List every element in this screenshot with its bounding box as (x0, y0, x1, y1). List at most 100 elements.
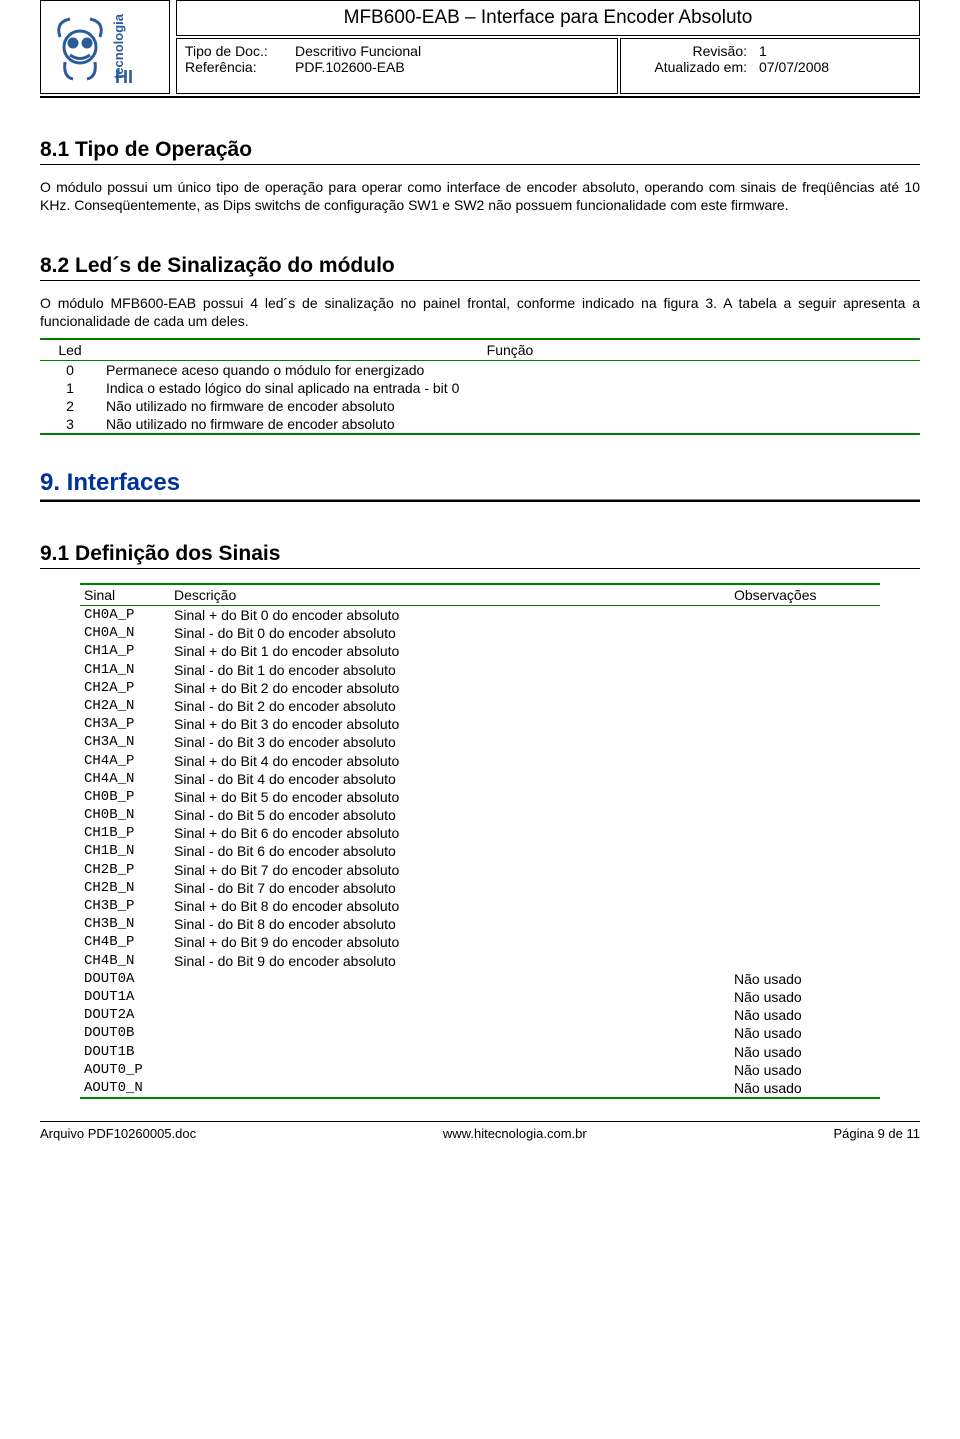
cell-sinal: CH4A_N (80, 770, 170, 788)
cell-descricao: Sinal - do Bit 6 do encoder absoluto (170, 842, 730, 860)
cell-descricao: Sinal + do Bit 2 do encoder absoluto (170, 679, 730, 697)
meta-left-box: Tipo de Doc.: Descritivo Funcional Refer… (176, 38, 618, 94)
cell-descricao: Sinal + do Bit 7 do encoder absoluto (170, 861, 730, 879)
cell-observacoes (730, 915, 880, 933)
cell-sinal: CH2A_N (80, 697, 170, 715)
cell-sinal: CH4A_P (80, 752, 170, 770)
cell-led: 2 (40, 397, 100, 415)
table-row: CH3A_PSinal + do Bit 3 do encoder absolu… (80, 715, 880, 733)
cell-descricao: Sinal + do Bit 8 do encoder absoluto (170, 897, 730, 915)
cell-sinal: CH4B_N (80, 952, 170, 970)
updated-label: Atualizado em: (629, 59, 759, 75)
cell-sinal: DOUT1B (80, 1043, 170, 1061)
document-title: MFB600-EAB – Interface para Encoder Abso… (176, 0, 920, 36)
cell-descricao: Sinal - do Bit 4 do encoder absoluto (170, 770, 730, 788)
table-row: AOUT0_PNão usado (80, 1061, 880, 1079)
footer-left: Arquivo PDF10260005.doc (40, 1126, 196, 1141)
table-row: CH2B_NSinal - do Bit 7 do encoder absolu… (80, 879, 880, 897)
col-observacoes: Observações (730, 584, 880, 606)
table-row: CH2B_PSinal + do Bit 7 do encoder absolu… (80, 861, 880, 879)
cell-observacoes (730, 897, 880, 915)
logo-box: tecnologia HI (40, 0, 170, 94)
col-sinal: Sinal (80, 584, 170, 606)
cell-descricao: Sinal - do Bit 1 do encoder absoluto (170, 661, 730, 679)
para-8-1: O módulo possui um único tipo de operaçã… (40, 179, 920, 214)
cell-descricao (170, 988, 730, 1006)
cell-funcao: Indica o estado lógico do sinal aplicado… (100, 379, 920, 397)
page-footer: Arquivo PDF10260005.doc www.hitecnologia… (40, 1121, 920, 1141)
led-table: Led Função 0Permanece aceso quando o mód… (40, 338, 920, 435)
cell-observacoes (730, 788, 880, 806)
table-row: CH4B_PSinal + do Bit 9 do encoder absolu… (80, 933, 880, 951)
cell-observacoes (730, 879, 880, 897)
para-8-2: O módulo MFB600-EAB possui 4 led´s de si… (40, 295, 920, 330)
cell-descricao (170, 1043, 730, 1061)
table-row: CH3A_NSinal - do Bit 3 do encoder absolu… (80, 733, 880, 751)
col-led: Led (40, 339, 100, 361)
table-row: CH4A_NSinal - do Bit 4 do encoder absolu… (80, 770, 880, 788)
cell-sinal: CH1A_N (80, 661, 170, 679)
table-row: CH0A_NSinal - do Bit 0 do encoder absolu… (80, 624, 880, 642)
cell-observacoes (730, 861, 880, 879)
cell-observacoes (730, 933, 880, 951)
cell-descricao (170, 1079, 730, 1098)
cell-sinal: CH2B_P (80, 861, 170, 879)
cell-sinal: DOUT0B (80, 1024, 170, 1042)
heading-rule (40, 568, 920, 569)
ref-label: Referência: (185, 59, 295, 75)
cell-funcao: Não utilizado no firmware de encoder abs… (100, 397, 920, 415)
table-row: CH2A_PSinal + do Bit 2 do encoder absolu… (80, 679, 880, 697)
cell-sinal: DOUT2A (80, 1006, 170, 1024)
table-row: CH3B_NSinal - do Bit 8 do encoder absolu… (80, 915, 880, 933)
cell-observacoes: Não usado (730, 1024, 880, 1042)
heading-rule (40, 164, 920, 165)
cell-observacoes (730, 770, 880, 788)
cell-sinal: CH3B_P (80, 897, 170, 915)
cell-observacoes (730, 733, 880, 751)
document-header: tecnologia HI MFB600-EAB – Interface par… (40, 0, 920, 98)
cell-funcao: Não utilizado no firmware de encoder abs… (100, 415, 920, 434)
heading-8-1: 8.1 Tipo de Operação (40, 138, 920, 162)
cell-sinal: CH3A_P (80, 715, 170, 733)
updated-value: 07/07/2008 (759, 59, 829, 75)
cell-sinal: AOUT0_P (80, 1061, 170, 1079)
cell-sinal: CH4B_P (80, 933, 170, 951)
cell-led: 0 (40, 361, 100, 380)
table-row: 1Indica o estado lógico do sinal aplicad… (40, 379, 920, 397)
table-header-row: Sinal Descrição Observações (80, 584, 880, 606)
table-row: CH1B_PSinal + do Bit 6 do encoder absolu… (80, 824, 880, 842)
cell-descricao: Sinal + do Bit 9 do encoder absoluto (170, 933, 730, 951)
table-row: DOUT1BNão usado (80, 1043, 880, 1061)
table-row: 0Permanece aceso quando o módulo for ene… (40, 361, 920, 380)
cell-observacoes (730, 715, 880, 733)
cell-sinal: DOUT1A (80, 988, 170, 1006)
table-row: 2Não utilizado no firmware de encoder ab… (40, 397, 920, 415)
cell-sinal: CH2A_P (80, 679, 170, 697)
cell-descricao (170, 1061, 730, 1079)
table-row: DOUT2ANão usado (80, 1006, 880, 1024)
cell-sinal: CH0A_N (80, 624, 170, 642)
cell-observacoes: Não usado (730, 988, 880, 1006)
cell-sinal: CH0B_P (80, 788, 170, 806)
heading-9: 9. Interfaces (40, 469, 920, 497)
cell-descricao: Sinal + do Bit 3 do encoder absoluto (170, 715, 730, 733)
cell-descricao: Sinal - do Bit 9 do encoder absoluto (170, 952, 730, 970)
table-header-row: Led Função (40, 339, 920, 361)
cell-sinal: CH1B_P (80, 824, 170, 842)
heading-double-rule (40, 499, 920, 502)
cell-descricao: Sinal - do Bit 7 do encoder absoluto (170, 879, 730, 897)
table-row: CH1A_NSinal - do Bit 1 do encoder absolu… (80, 661, 880, 679)
table-row: CH0B_NSinal - do Bit 5 do encoder absolu… (80, 806, 880, 824)
cell-sinal: CH2B_N (80, 879, 170, 897)
cell-observacoes (730, 661, 880, 679)
cell-descricao: Sinal - do Bit 2 do encoder absoluto (170, 697, 730, 715)
col-funcao: Função (100, 339, 920, 361)
cell-descricao: Sinal + do Bit 6 do encoder absoluto (170, 824, 730, 842)
cell-observacoes (730, 824, 880, 842)
cell-observacoes (730, 624, 880, 642)
table-row: CH1B_NSinal - do Bit 6 do encoder absolu… (80, 842, 880, 860)
cell-led: 3 (40, 415, 100, 434)
hi-tecnologia-logo-icon: tecnologia HI (45, 7, 165, 87)
table-row: AOUT0_NNão usado (80, 1079, 880, 1098)
cell-descricao (170, 1024, 730, 1042)
